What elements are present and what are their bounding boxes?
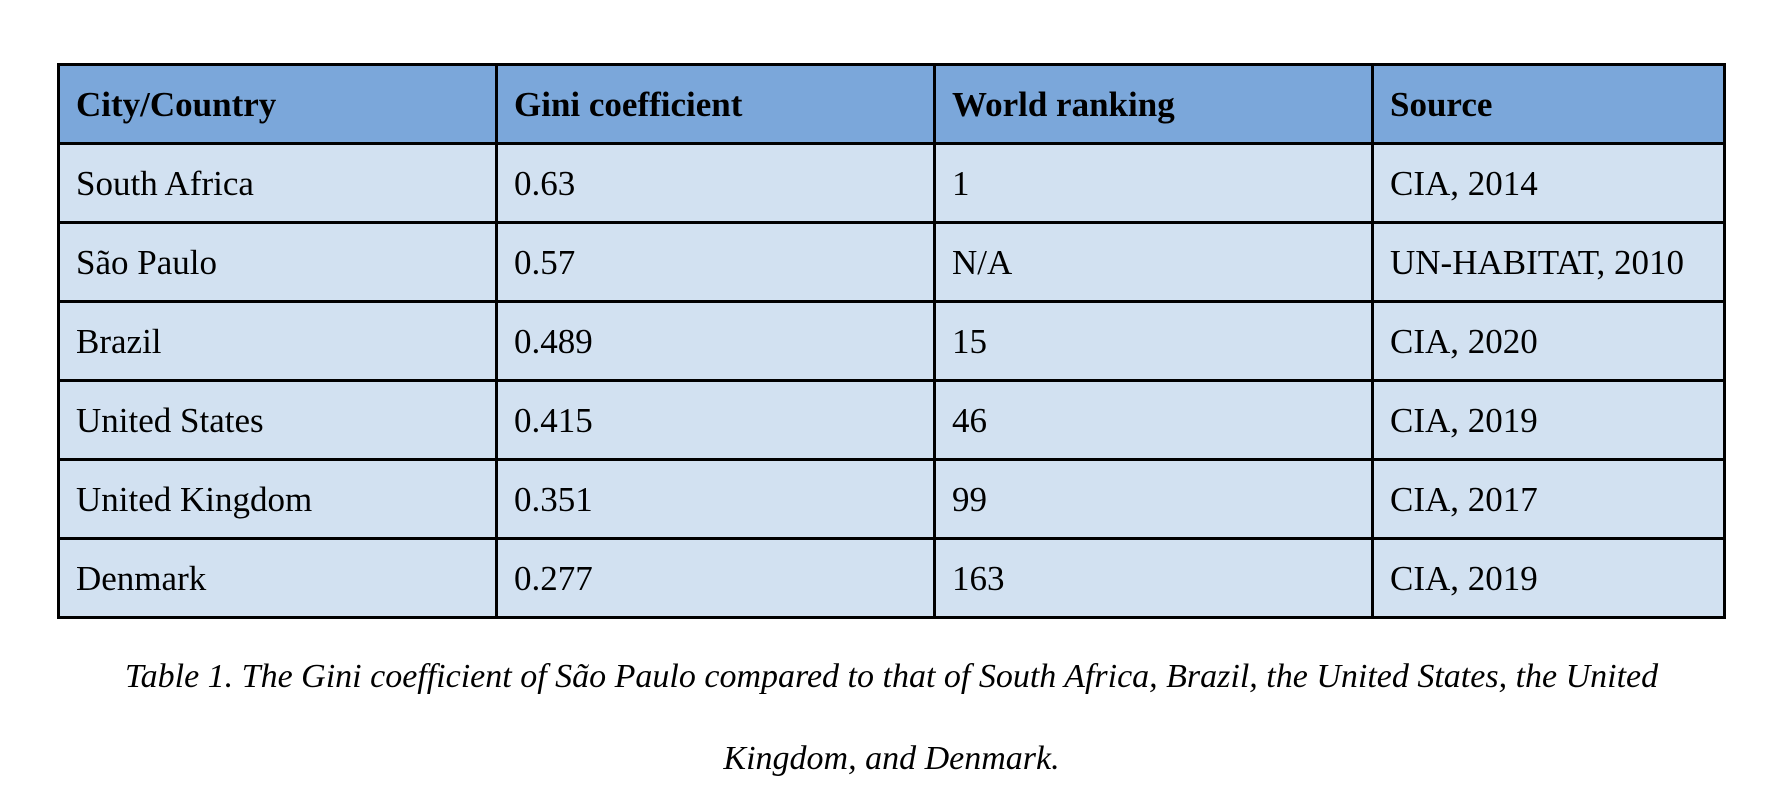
table-header-row: City/Country Gini coefficient World rank…	[57, 63, 1726, 145]
cell-source: CIA, 2017	[1371, 458, 1726, 540]
cell-gini-coefficient: 0.351	[495, 458, 936, 540]
table-row: South Africa 0.63 1 CIA, 2014	[57, 142, 1726, 224]
table-caption: Table 1. The Gini coefficient of São Pau…	[57, 636, 1726, 800]
cell-city-country: Denmark	[57, 537, 498, 619]
gini-table-container: City/Country Gini coefficient World rank…	[57, 63, 1726, 619]
header-world-ranking: World ranking	[933, 63, 1374, 145]
cell-world-ranking: 1	[933, 142, 1374, 224]
cell-city-country: United States	[57, 379, 498, 461]
cell-city-country: United Kingdom	[57, 458, 498, 540]
cell-gini-coefficient: 0.277	[495, 537, 936, 619]
cell-world-ranking: N/A	[933, 221, 1374, 303]
cell-world-ranking: 46	[933, 379, 1374, 461]
table-row: Brazil 0.489 15 CIA, 2020	[57, 300, 1726, 382]
cell-source: CIA, 2019	[1371, 379, 1726, 461]
cell-source: UN-HABITAT, 2010	[1371, 221, 1726, 303]
header-gini-coefficient: Gini coefficient	[495, 63, 936, 145]
header-city-country: City/Country	[57, 63, 498, 145]
caption-line-1: Table 1. The Gini coefficient of São Pau…	[124, 658, 1659, 695]
cell-world-ranking: 163	[933, 537, 1374, 619]
cell-world-ranking: 99	[933, 458, 1374, 540]
cell-city-country: Brazil	[57, 300, 498, 382]
table-row: United States 0.415 46 CIA, 2019	[57, 379, 1726, 461]
cell-world-ranking: 15	[933, 300, 1374, 382]
cell-city-country: São Paulo	[57, 221, 498, 303]
cell-gini-coefficient: 0.57	[495, 221, 936, 303]
cell-gini-coefficient: 0.489	[495, 300, 936, 382]
table-row: Denmark 0.277 163 CIA, 2019	[57, 537, 1726, 619]
cell-source: CIA, 2020	[1371, 300, 1726, 382]
header-source: Source	[1371, 63, 1726, 145]
cell-source: CIA, 2014	[1371, 142, 1726, 224]
cell-gini-coefficient: 0.415	[495, 379, 936, 461]
cell-gini-coefficient: 0.63	[495, 142, 936, 224]
cell-city-country: South Africa	[57, 142, 498, 224]
cell-source: CIA, 2019	[1371, 537, 1726, 619]
table-row: United Kingdom 0.351 99 CIA, 2017	[57, 458, 1726, 540]
table-row: São Paulo 0.57 N/A UN-HABITAT, 2010	[57, 221, 1726, 303]
caption-line-2: Kingdom, and Denmark.	[723, 740, 1060, 777]
gini-table: City/Country Gini coefficient World rank…	[57, 63, 1726, 619]
